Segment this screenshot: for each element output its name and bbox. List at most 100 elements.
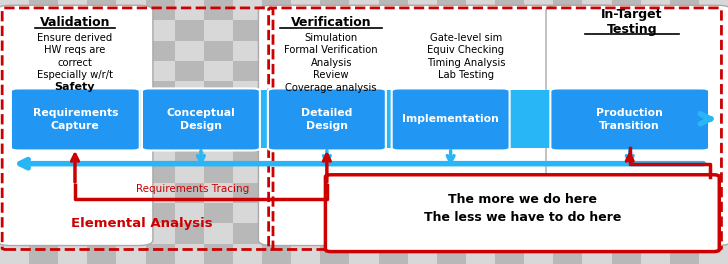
Bar	[349, 142, 379, 162]
Bar	[379, 81, 408, 102]
Bar	[175, 102, 204, 122]
Bar	[379, 61, 408, 81]
Bar	[408, 61, 437, 81]
Bar	[0, 20, 29, 41]
Bar	[175, 223, 204, 244]
Bar	[641, 81, 670, 102]
Bar	[582, 122, 612, 142]
Bar	[466, 142, 495, 162]
Bar	[320, 20, 349, 41]
Bar	[699, 81, 728, 102]
Text: Detailed
Design: Detailed Design	[301, 108, 352, 131]
Bar	[204, 162, 233, 183]
Bar	[175, 20, 204, 41]
Bar	[0, 244, 29, 264]
Bar	[58, 122, 87, 142]
Bar	[612, 203, 641, 223]
Bar	[146, 223, 175, 244]
FancyBboxPatch shape	[550, 88, 709, 150]
Bar	[0, 142, 29, 162]
Text: Production
Transition: Production Transition	[596, 108, 663, 131]
Bar	[291, 142, 320, 162]
Bar	[495, 203, 524, 223]
Bar	[204, 41, 233, 61]
Bar	[146, 244, 175, 264]
Bar	[29, 61, 58, 81]
Bar	[466, 81, 495, 102]
Bar	[320, 61, 349, 81]
Bar	[175, 0, 204, 20]
Bar	[582, 183, 612, 203]
Bar	[582, 20, 612, 41]
Bar	[29, 183, 58, 203]
Bar	[116, 142, 146, 162]
Bar	[146, 162, 175, 183]
Bar	[58, 81, 87, 102]
Bar	[495, 223, 524, 244]
Bar	[262, 162, 291, 183]
Bar	[262, 203, 291, 223]
Bar	[553, 162, 582, 183]
Bar	[233, 244, 262, 264]
Bar	[612, 162, 641, 183]
Bar	[553, 20, 582, 41]
FancyBboxPatch shape	[268, 88, 386, 150]
Bar	[612, 122, 641, 142]
Bar	[641, 41, 670, 61]
Text: Simulation
Formal Verification
Analysis
Review
Coverage analysis: Simulation Formal Verification Analysis …	[285, 33, 378, 93]
Bar	[291, 162, 320, 183]
Bar	[291, 122, 320, 142]
Bar	[58, 142, 87, 162]
Bar	[699, 122, 728, 142]
Bar	[466, 61, 495, 81]
FancyBboxPatch shape	[0, 5, 153, 246]
Bar	[641, 20, 670, 41]
Text: Ensure derived
HW reqs are
correct
Especially w/r/t: Ensure derived HW reqs are correct Espec…	[37, 33, 113, 80]
Bar	[582, 41, 612, 61]
Bar	[466, 41, 495, 61]
Bar	[641, 61, 670, 81]
Text: Implementation: Implementation	[402, 115, 499, 124]
Bar	[146, 203, 175, 223]
Bar	[466, 20, 495, 41]
Bar	[291, 203, 320, 223]
Bar	[29, 41, 58, 61]
Bar	[262, 0, 291, 20]
Bar	[233, 223, 262, 244]
Bar	[379, 20, 408, 41]
Bar	[262, 244, 291, 264]
Bar	[29, 244, 58, 264]
Bar	[349, 20, 379, 41]
Bar	[553, 122, 582, 142]
Bar	[524, 244, 553, 264]
Bar	[437, 244, 466, 264]
Bar	[524, 102, 553, 122]
Bar	[87, 203, 116, 223]
Bar	[87, 183, 116, 203]
Bar	[320, 142, 349, 162]
Text: Verification: Verification	[291, 16, 371, 29]
Bar	[349, 183, 379, 203]
Bar	[320, 244, 349, 264]
Bar	[175, 162, 204, 183]
Bar	[408, 20, 437, 41]
Bar	[466, 102, 495, 122]
Text: Requirements Tracing: Requirements Tracing	[136, 184, 250, 194]
Bar	[524, 142, 553, 162]
Bar	[612, 41, 641, 61]
Bar	[670, 102, 699, 122]
Bar	[379, 223, 408, 244]
Bar	[87, 81, 116, 102]
Bar	[87, 20, 116, 41]
FancyBboxPatch shape	[258, 5, 619, 246]
Bar	[641, 244, 670, 264]
Bar	[233, 20, 262, 41]
Bar	[408, 122, 437, 142]
Bar	[58, 183, 87, 203]
Bar	[320, 223, 349, 244]
Bar	[204, 183, 233, 203]
Bar	[699, 102, 728, 122]
Bar	[379, 0, 408, 20]
Bar	[146, 122, 175, 142]
Bar	[146, 0, 175, 20]
